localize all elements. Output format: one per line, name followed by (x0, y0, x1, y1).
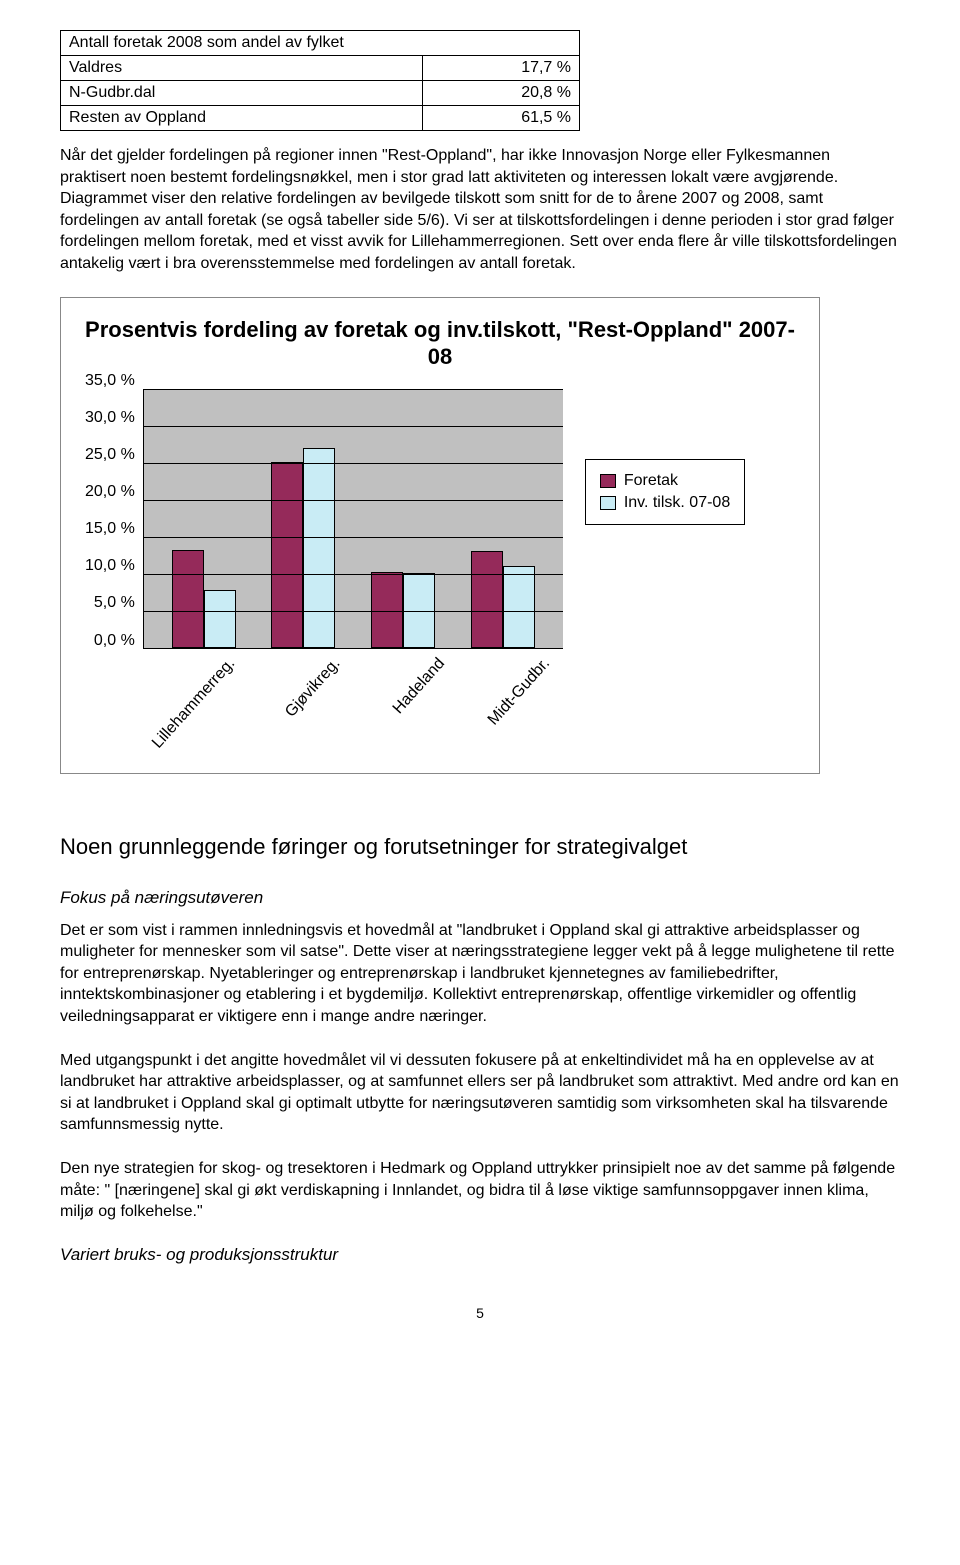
gridline (144, 426, 563, 427)
chart-title: Prosentvis fordeling av foretak og inv.t… (85, 316, 795, 371)
gridline (144, 611, 563, 612)
y-axis: 35,0 %30,0 %25,0 %20,0 %15,0 %10,0 %5,0 … (85, 389, 143, 649)
gridline (144, 500, 563, 501)
bar-group (363, 572, 443, 648)
gridline (144, 389, 563, 390)
bar-group (164, 550, 244, 648)
table-header: Antall foretak 2008 som andel av fylket (61, 31, 580, 56)
table-header-row: Antall foretak 2008 som andel av fylket (61, 31, 580, 56)
x-tick-label: Gjøvikreg. (282, 655, 344, 721)
gridline (144, 574, 563, 575)
intro-paragraph: Når det gjelder fordelingen på regioner … (60, 145, 900, 275)
gridline (144, 463, 563, 464)
x-tick-label: Midt-Gudbr. (485, 655, 554, 729)
legend-label: Foretak (624, 472, 678, 490)
bar (172, 550, 204, 648)
body-paragraph: Den nye strategien for skog- og tresekto… (60, 1158, 900, 1223)
bar (503, 566, 535, 648)
table-row: Valdres 17,7 % (61, 56, 580, 81)
share-table: Antall foretak 2008 som andel av fylket … (60, 30, 580, 131)
bar (303, 448, 335, 647)
table-row: Resten av Oppland 61,5 % (61, 106, 580, 131)
row-label: Resten av Oppland (61, 106, 423, 131)
row-value: 20,8 % (422, 81, 579, 106)
row-value: 17,7 % (422, 56, 579, 81)
x-tick-label: Hadeland (390, 655, 449, 718)
bar-group (263, 448, 343, 647)
distribution-chart: Prosentvis fordeling av foretak og inv.t… (60, 297, 820, 774)
plot-area (143, 389, 563, 649)
page-number: 5 (60, 1305, 900, 1321)
bar-group (463, 551, 543, 648)
bar (204, 590, 236, 648)
body-paragraph: Det er som vist i rammen innledningsvis … (60, 920, 900, 1028)
subsection-title: Fokus på næringsutøveren (60, 888, 900, 908)
chart-legend: Foretak Inv. tilsk. 07-08 (585, 459, 745, 525)
section-heading: Noen grunnleggende føringer og forutsetn… (60, 834, 900, 860)
legend-swatch (600, 496, 616, 510)
legend-item: Inv. tilsk. 07-08 (600, 494, 730, 512)
row-value: 61,5 % (422, 106, 579, 131)
bar (371, 572, 403, 648)
bar (271, 462, 303, 648)
body-paragraph: Med utgangspunkt i det angitte hovedmåle… (60, 1050, 900, 1136)
gridline (144, 537, 563, 538)
subsection-title: Variert bruks- og produksjonsstruktur (60, 1245, 900, 1265)
table-row: N-Gudbr.dal 20,8 % (61, 81, 580, 106)
bar (471, 551, 503, 648)
legend-item: Foretak (600, 472, 730, 490)
legend-label: Inv. tilsk. 07-08 (624, 494, 730, 512)
x-tick-label: Lillehammerreg. (149, 655, 239, 752)
row-label: Valdres (61, 56, 423, 81)
legend-swatch (600, 474, 616, 488)
row-label: N-Gudbr.dal (61, 81, 423, 106)
x-axis: Lillehammerreg.Gjøvikreg.HadelandMidt-Gu… (163, 655, 583, 745)
